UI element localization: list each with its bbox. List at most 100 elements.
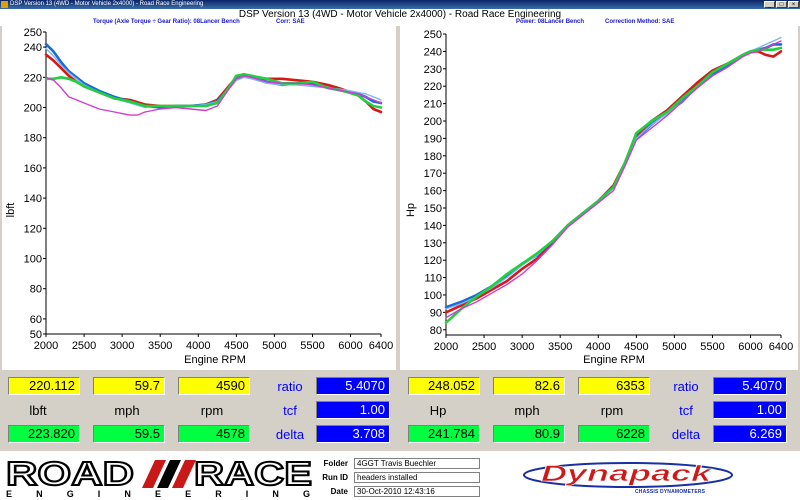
logo-word-race: RACE <box>194 455 312 492</box>
date-field[interactable]: 30-Oct-2010 12:43:16 <box>354 486 480 497</box>
power-cursor1-value: 248.052 <box>408 377 480 395</box>
power-x-axis-label: Engine RPM <box>583 354 645 366</box>
torque-x-tick-label: 4000 <box>186 340 210 352</box>
tcf-label: tcf <box>283 403 297 418</box>
torque-y-axis-label: lbft <box>5 203 17 218</box>
power-chart-pane[interactable]: Hp Engine RPM 80 90 100 110 120 130 140 150 160 1… <box>400 26 798 370</box>
power-y-tick-label: 250 <box>424 29 442 41</box>
torque-y-tick-label: 160 <box>24 163 42 175</box>
folder-field[interactable]: 4GGT Travis Buechler <box>354 458 480 469</box>
power-x-tick-label: 2000 <box>434 341 458 353</box>
power-x-tick-label: 5500 <box>700 341 724 353</box>
logo-slash-red <box>142 460 166 488</box>
torque-y-tick-label: 220 <box>24 72 42 84</box>
window-title: DSP Version 13 (4WD - Motor Vehicle 2x40… <box>10 1 204 7</box>
power-y-tick-label: 210 <box>424 99 442 111</box>
torque-x-tick-label: 2500 <box>72 340 96 352</box>
power-series-red-line <box>444 50 783 314</box>
torque-y-tick-label: 140 <box>24 193 42 205</box>
torque-source-label: Torque (Axle Torque ÷ Gear Ratio): 08Lan… <box>93 19 240 25</box>
torque-x-tick-label: 5500 <box>300 340 324 352</box>
folder-label: Folder <box>323 459 348 468</box>
torque-y-tick-label: 200 <box>24 103 42 115</box>
power-x-tick-label: 4000 <box>586 341 610 353</box>
logo-slash-red-2 <box>172 460 196 488</box>
power-x-tick-label: 6000 <box>738 341 762 353</box>
rpm-cursor2-value: 6228 <box>578 425 650 443</box>
torque-y-tick-label: 250 <box>24 27 42 39</box>
power-y-tick-label: 80 <box>430 325 442 337</box>
close-button[interactable]: × <box>788 1 799 8</box>
power-y-tick-label: 110 <box>424 273 442 285</box>
power-y-tick-label: 140 <box>424 220 442 232</box>
ratio-label: ratio <box>277 379 303 394</box>
power-cursor2-value: 241.784 <box>408 425 480 443</box>
rpm-cursor1-value: 4590 <box>178 377 250 395</box>
torque-series-lightblue-line <box>45 47 382 109</box>
power-y-tick-label: 170 <box>424 168 442 180</box>
torque-x-tick-label: 4500 <box>224 340 248 352</box>
rpm-label: rpm <box>600 403 624 418</box>
logo-slash-black <box>157 460 181 488</box>
graph-title: DSP Version 13 (4WD - Motor Vehicle 2x40… <box>238 9 562 20</box>
mph-cursor1-value: 59.7 <box>93 377 165 395</box>
torque-x-tick-label: 2000 <box>34 340 58 352</box>
power-y-tick-label: 90 <box>430 307 442 319</box>
window-title-bar: DSP Version 13 (4WD - Motor Vehicle 2x40… <box>0 0 800 9</box>
torque-y-tick-label: 240 <box>24 42 42 54</box>
run-id-field[interactable]: headers installed <box>354 472 480 483</box>
torque-x-tick-label: 6000 <box>338 340 362 352</box>
power-y-tick-label: 160 <box>424 186 442 198</box>
app-icon[interactable] <box>1 1 8 8</box>
power-chart: Hp Engine RPM 80 90 100 110 120 130 140 150 160 1… <box>405 29 793 366</box>
torque-chart: lbft Engine RPM 50 60 80 100 120 140 160 180 200… <box>5 27 393 366</box>
power-y-tick-label: 240 <box>424 46 442 58</box>
delta-label: delta <box>671 427 701 442</box>
delta-value: 6.269 <box>713 425 787 443</box>
power-x-tick-label: 4500 <box>624 341 648 353</box>
delta-value: 3.708 <box>316 425 390 443</box>
power-y-tick-label: 230 <box>424 64 442 76</box>
power-series-lightblue-line <box>445 36 782 310</box>
mph-cursor2-value: 59.5 <box>93 425 165 443</box>
ratio-value: 5.4070 <box>316 377 390 395</box>
power-y-tick-label: 100 <box>424 290 442 302</box>
torque-cursor1-value: 220.112 <box>8 377 80 395</box>
torque-y-tick-label: 120 <box>24 223 42 235</box>
graph-header: DSP Version 13 (4WD - Motor Vehicle 2x40… <box>0 9 800 26</box>
ratio-label: ratio <box>673 379 699 394</box>
torque-y-tick-label: 80 <box>30 284 42 296</box>
logo-subtitle: E N G I N E E R I N G <box>6 489 310 498</box>
tcf-value: 1.00 <box>713 401 787 419</box>
logo-word-road: ROAD <box>6 455 134 492</box>
maximize-button[interactable]: □ <box>776 1 787 8</box>
power-x-tick-label: 3000 <box>510 341 534 353</box>
dynapack-brand-text: Dynapack <box>541 461 714 486</box>
date-label: Date <box>330 487 348 496</box>
dynapack-swoosh <box>523 462 733 488</box>
power-y-axis-label: Hp <box>405 203 417 217</box>
power-series-green-line <box>444 46 783 325</box>
torque-y-tick-label: 180 <box>24 133 42 145</box>
run-id-label: Run ID <box>322 473 348 482</box>
minimize-button[interactable]: _ <box>764 1 775 8</box>
torque-x-tick-label: 3000 <box>110 340 134 352</box>
power-series-magenta-line <box>445 40 782 319</box>
torque-x-tick-label: 3500 <box>148 340 172 352</box>
power-series-blue-line <box>444 43 783 309</box>
power-x-tick-label: 6400 <box>769 341 793 353</box>
torque-y-tick-label: 100 <box>24 254 42 266</box>
ratio-value: 5.4070 <box>713 377 787 395</box>
power-y-tick-label: 220 <box>424 81 442 93</box>
tcf-label: tcf <box>679 403 693 418</box>
power-y-tick-label: 130 <box>424 238 442 250</box>
power-readout-panel: 248.052 82.6 6353 Hp mph rpm 241.784 80.… <box>400 371 800 449</box>
mph-label: mph <box>114 403 140 418</box>
power-y-tick-label: 180 <box>424 151 442 163</box>
torque-chart-pane[interactable]: lbft Engine RPM 50 60 80 100 120 140 160 180 200… <box>2 26 396 370</box>
right-correction-label: Correction Method: SAE <box>605 19 675 25</box>
mph-cursor2-value: 80.9 <box>493 425 565 443</box>
torque-series-blue-line <box>44 42 383 109</box>
rpm-cursor1-value: 6353 <box>578 377 650 395</box>
rpm-label: rpm <box>200 403 224 418</box>
